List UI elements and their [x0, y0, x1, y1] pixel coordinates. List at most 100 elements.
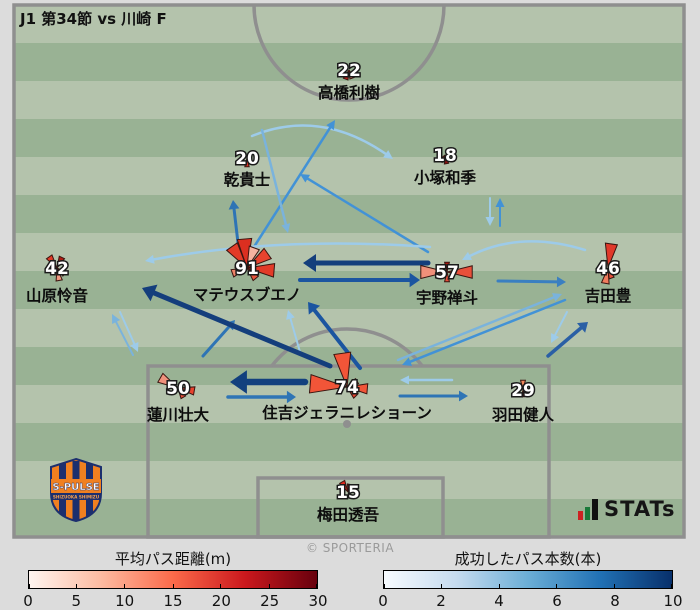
player-number: 20: [235, 149, 259, 169]
pass-rose-wedge: [246, 267, 260, 282]
pass-rose-wedge: [346, 386, 359, 399]
legend-tick-mark: [29, 584, 30, 588]
pass-rose-wedge: [230, 267, 248, 278]
s-pulse-badge-icon: S-PULSE SHIZUOKA SHIMIZU: [50, 457, 102, 523]
legend-pass-count-title: 成功したパス本数(本): [454, 550, 602, 568]
pitch-stripe: [14, 43, 684, 82]
pass-rose-wedge: [346, 383, 369, 395]
legend-tick-mark: [556, 584, 558, 588]
pass-rose-wedge: [308, 373, 348, 394]
legend-tick-label: 0: [23, 592, 33, 610]
legend-tick-label: 2: [436, 592, 446, 610]
arrowhead: [112, 314, 121, 325]
player-node-18: 18 小塚和季: [414, 145, 477, 188]
legend-footer: © SPORTERIA 平均パス距離(m) 0 5 10 15 20 25 30 成功したパ…: [0, 540, 700, 610]
pass-arrow: [485, 197, 495, 226]
player-number: 50: [166, 379, 190, 399]
pitch-field: [14, 5, 684, 537]
legend-tick-label: 25: [260, 592, 280, 610]
arrowhead: [409, 272, 420, 288]
legend-tick-mark: [124, 584, 126, 588]
arrowhead: [286, 390, 296, 404]
pass-arrow: [119, 311, 139, 352]
legend-pass-distance: 平均パス距離(m) 0 5 10 15 20 25 30: [23, 548, 327, 610]
pass-rose-wedge: [438, 154, 446, 164]
pass-rose-wedge: [346, 483, 352, 493]
pass-arrow: [551, 311, 568, 343]
player-node-22: 22 高橋利樹: [318, 60, 381, 103]
player-name: マテウスブエノ: [193, 285, 302, 304]
match-title: J1 第34節 vs 川崎 F: [20, 10, 167, 28]
player-node-42: 42 山原怜音: [26, 254, 88, 305]
center-circle: [252, 4, 446, 102]
pass-rose-wedge: [56, 267, 67, 277]
player-name: 住吉ジェラニレショーン: [262, 403, 432, 422]
badge-name-text: S-PULSE: [52, 482, 99, 493]
pass-arrow: [298, 272, 420, 288]
pass-rose-wedge: [234, 261, 248, 269]
arrowhead: [459, 390, 468, 402]
arrowhead: [308, 302, 321, 315]
legend-pass-count: 成功したパス本数(本) 0 2 4 6 8 10: [378, 548, 682, 610]
pass-rose-wedge: [342, 69, 350, 81]
pass-arrows: [112, 120, 588, 404]
legend-pass-count-colorbar: [383, 570, 673, 589]
player-name: 羽田健人: [492, 405, 555, 424]
arrowhead: [300, 174, 311, 183]
legend-tick-mark: [671, 584, 672, 588]
player-number: 57: [435, 263, 459, 283]
legend-tick-mark: [76, 584, 78, 588]
player-number: 91: [235, 259, 259, 279]
arrowhead: [551, 293, 562, 302]
legend-tick-label: 15: [163, 592, 183, 610]
arrowhead: [281, 223, 291, 233]
legend-tick-label: 6: [552, 592, 562, 610]
player-number: 18: [433, 146, 457, 166]
legend-tick-label: 8: [610, 592, 620, 610]
legend-tick-mark: [316, 584, 317, 588]
pass-rose-wedge: [246, 245, 261, 269]
arrowhead: [230, 370, 247, 394]
legend-tick-label: 0: [378, 592, 388, 610]
player-number: 22: [337, 61, 361, 81]
player-name: 小塚和季: [414, 168, 477, 187]
pass-arrow: [396, 293, 562, 362]
pass-arrow: [250, 120, 335, 252]
pass-arrow: [400, 375, 454, 385]
pass-arrow: [546, 322, 588, 358]
legend-tick-label: 10: [115, 592, 135, 610]
player-number: 15: [336, 483, 360, 503]
pass-arrow: [308, 302, 362, 370]
pass-rose-wedge: [177, 387, 188, 396]
pitch-stripe: [14, 423, 684, 462]
player-node-57: 57 宇野禅斗: [416, 262, 478, 308]
arrowhead: [286, 310, 295, 320]
player-number: 42: [45, 259, 69, 279]
pass-rose-wedge: [519, 379, 527, 391]
pass-rose-wedge: [443, 154, 450, 165]
player-node-50: 50 蓮川壮大: [147, 372, 209, 424]
pass-rose-wedge: [56, 255, 66, 269]
legend-tick-mark: [220, 584, 222, 588]
pass-arrow: [228, 200, 240, 245]
pass-arrow: [303, 254, 431, 272]
arrowhead: [145, 254, 155, 264]
pitch-stripe: [14, 195, 684, 234]
pass-arrow: [250, 124, 393, 159]
legend-tick-mark: [268, 584, 270, 588]
pass-rose-wedge: [157, 372, 179, 389]
player-name: 梅田透吾: [317, 505, 380, 524]
pass-rose-wedge: [55, 267, 64, 282]
pass-rose-wedge: [338, 479, 349, 493]
arrowhead: [495, 198, 505, 207]
arrowhead: [400, 375, 409, 385]
arrowhead: [462, 251, 473, 260]
pass-rose-wedge: [443, 271, 451, 283]
pass-rose-wedge: [520, 389, 526, 398]
player-name: 宇野禅斗: [416, 288, 478, 307]
arrowhead: [576, 322, 588, 333]
legend-tick-label: 20: [211, 592, 231, 610]
